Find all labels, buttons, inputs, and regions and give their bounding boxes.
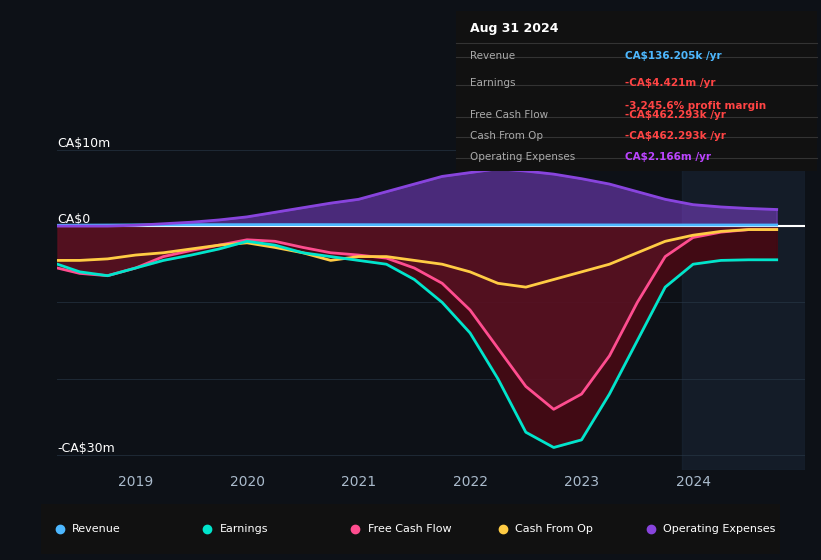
Text: CA$0: CA$0 [57,213,90,226]
Text: Revenue: Revenue [72,524,121,534]
Bar [682,134,805,470]
Text: -CA$4.421m /yr: -CA$4.421m /yr [626,78,716,88]
Text: CA$2.166m /yr: CA$2.166m /yr [626,152,712,162]
Text: Free Cash Flow: Free Cash Flow [368,524,452,534]
Text: Free Cash Flow: Free Cash Flow [470,110,548,120]
Text: Cash From Op: Cash From Op [470,131,544,141]
Text: Earnings: Earnings [470,78,516,88]
Text: Operating Expenses: Operating Expenses [470,152,576,162]
Text: Aug 31 2024: Aug 31 2024 [470,22,558,35]
Text: Cash From Op: Cash From Op [516,524,594,534]
Text: Earnings: Earnings [220,524,268,534]
Text: CA$136.205k /yr: CA$136.205k /yr [626,51,722,61]
Text: Operating Expenses: Operating Expenses [663,524,776,534]
Text: -CA$30m: -CA$30m [57,442,115,455]
Text: -CA$462.293k /yr: -CA$462.293k /yr [626,110,727,120]
Text: CA$10m: CA$10m [57,137,111,150]
Text: -CA$462.293k /yr: -CA$462.293k /yr [626,131,727,141]
Text: Revenue: Revenue [470,51,516,61]
Text: -3,245.6% profit margin: -3,245.6% profit margin [626,101,767,110]
